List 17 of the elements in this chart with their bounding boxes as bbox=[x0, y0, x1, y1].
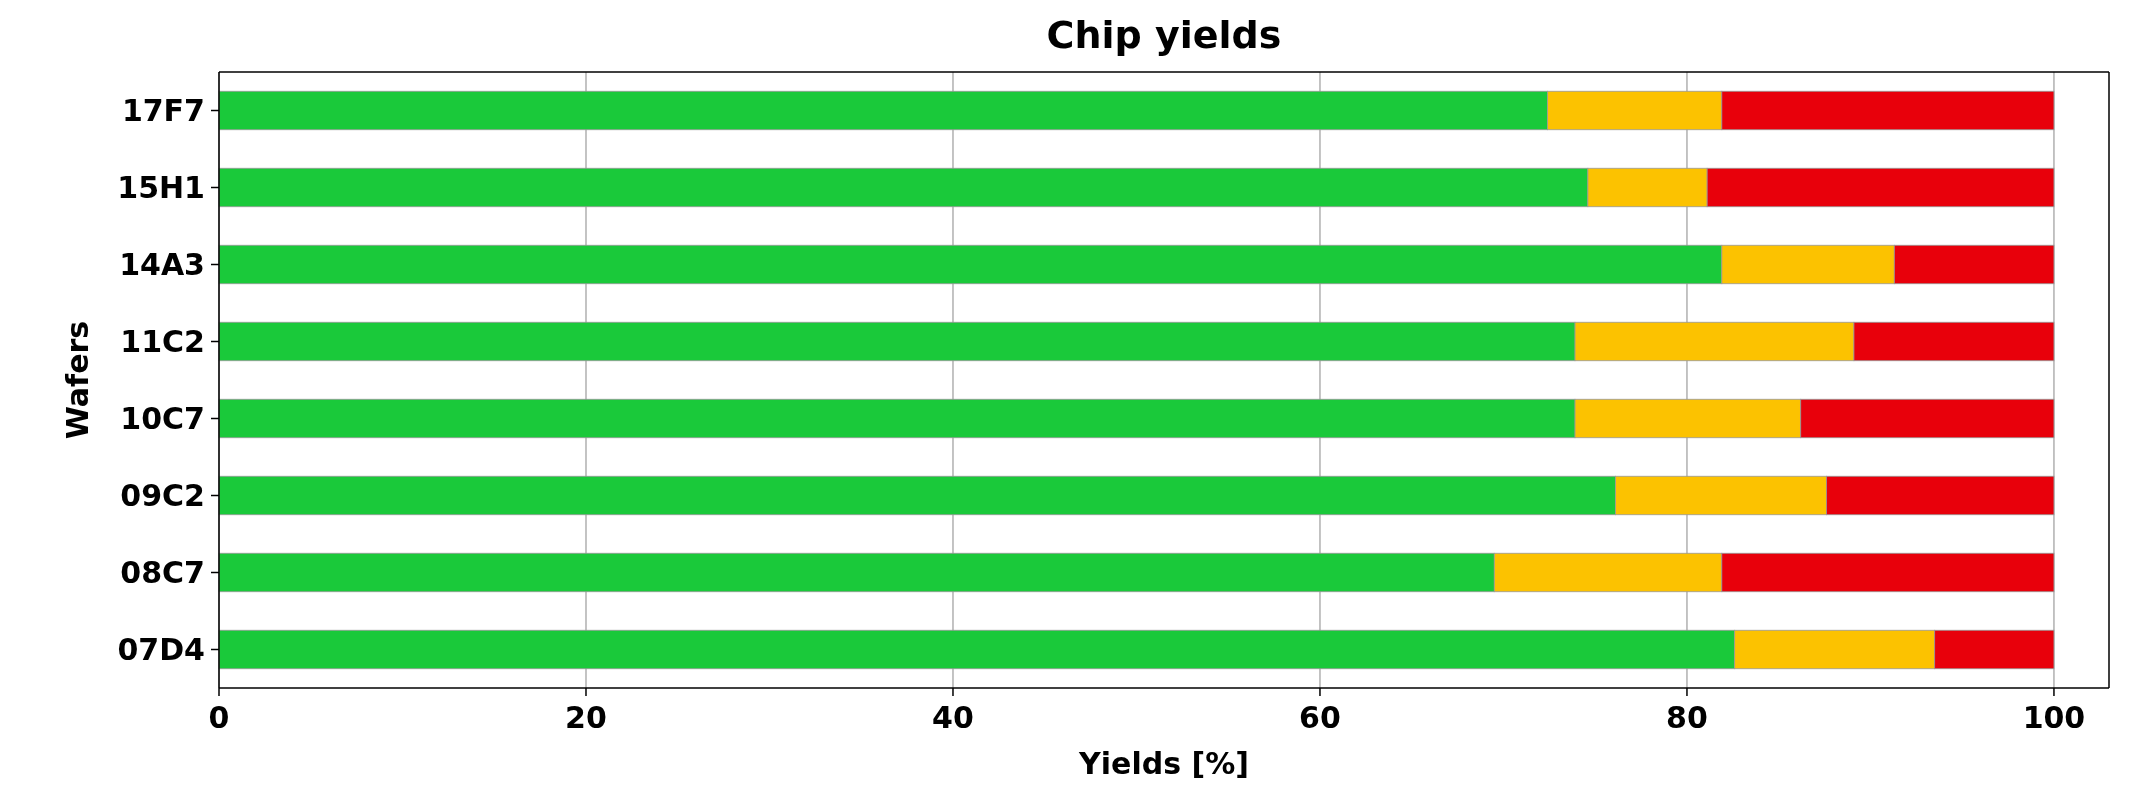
y-tick-label: 07D4 bbox=[117, 632, 205, 667]
x-tick-label: 0 bbox=[208, 700, 230, 735]
x-tick-label: 20 bbox=[565, 700, 607, 735]
y-tick-label: 08C7 bbox=[120, 555, 205, 590]
y-tick-label: 11C2 bbox=[120, 324, 205, 359]
y-tick-label: 10C7 bbox=[120, 401, 205, 436]
y-tick-label: 17F7 bbox=[121, 93, 205, 128]
x-axis-title: Yields [%] bbox=[1078, 746, 1249, 781]
y-axis-title: Wafers bbox=[60, 320, 95, 440]
y-tick-label: 15H1 bbox=[117, 170, 205, 205]
x-tick-label: 40 bbox=[932, 700, 974, 735]
x-tick-label: 80 bbox=[1666, 700, 1708, 735]
y-tick-label: 09C2 bbox=[120, 478, 205, 513]
x-tick-label: 60 bbox=[1299, 700, 1341, 735]
chart-title: Chip yields bbox=[1046, 13, 1282, 57]
y-tick-label: 14A3 bbox=[119, 247, 205, 282]
x-tick-label: 100 bbox=[2022, 700, 2086, 735]
